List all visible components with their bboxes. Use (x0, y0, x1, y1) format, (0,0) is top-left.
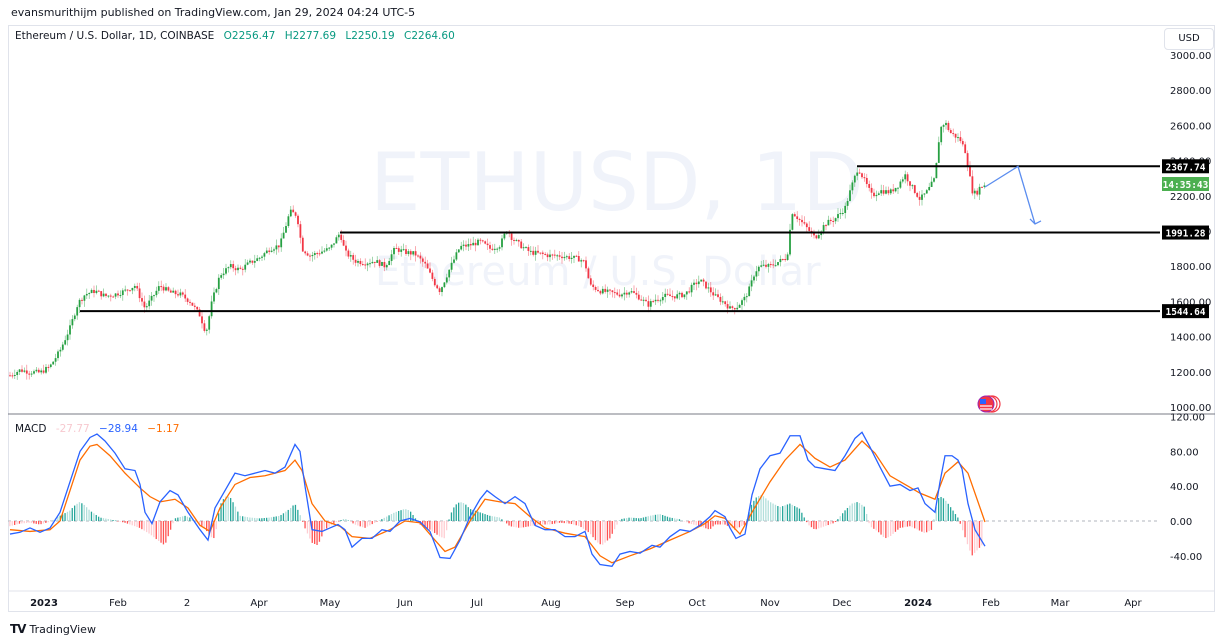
projection-drawing[interactable] (984, 165, 1042, 225)
time-tick: 2023 (30, 598, 58, 609)
time-tick: Sep (616, 598, 635, 609)
macd-title[interactable]: MACD (15, 423, 47, 435)
svg-text:1991.28: 1991.28 (1165, 229, 1205, 240)
macd-legend: MACD -27.77 −28.94 −1.17 (15, 423, 179, 435)
time-tick: Nov (760, 598, 780, 609)
open-value: O2256.47 (223, 30, 276, 42)
symbol-description[interactable]: Ethereum / U.S. Dollar, 1D, COINBASE (15, 30, 215, 42)
series-legend: Ethereum / U.S. Dollar, 1D, COINBASE O22… (15, 30, 461, 42)
time-tick: Apr (1124, 598, 1142, 609)
watermark-symbol: ETHUSD, 1D (370, 136, 864, 229)
time-tick: Jun (396, 598, 413, 609)
tradingview-logo[interactable]: TV TradingView (10, 622, 96, 636)
macd-signal-value: −1.17 (147, 423, 180, 435)
bar-countdown-tag (1162, 177, 1209, 191)
price-tick: 3000.00 (1170, 51, 1211, 62)
macd-line (9, 431, 986, 567)
price-tick: 2200.00 (1170, 192, 1211, 203)
horizontal-levels[interactable] (80, 165, 1160, 313)
arrow-down-icon (1029, 218, 1042, 225)
time-tick: May (320, 598, 341, 609)
time-tick: Feb (109, 598, 127, 609)
price-tick: 1000.00 (1170, 403, 1211, 414)
time-tick: Dec (832, 598, 851, 609)
time-tick: Apr (250, 598, 268, 609)
close-value: C2264.60 (404, 30, 455, 42)
macd-line-value: −28.94 (99, 423, 138, 435)
publisher-caption: evansmurithijm published on TradingView.… (11, 6, 416, 19)
support-price-tag (1162, 304, 1209, 319)
svg-text:14:35:43: 14:35:43 (1163, 180, 1209, 191)
mid-level-price-tag (1162, 225, 1209, 240)
price-tick: 2800.00 (1170, 86, 1211, 97)
macd-tick: 120.00 (1170, 413, 1205, 424)
macd-tick: -40.00 (1170, 552, 1202, 563)
price-tags: 2367.74 14:35:43 1991.28 1544.64 (1162, 159, 1209, 319)
macd-tick: 80.00 (1170, 447, 1199, 458)
time-tick: Feb (982, 598, 1000, 609)
high-value: H2277.69 (284, 30, 337, 42)
time-tick: Aug (541, 598, 561, 609)
macd-signal-line (9, 440, 986, 564)
time-tick: Jul (470, 598, 483, 609)
svg-text:2367.74: 2367.74 (1165, 162, 1205, 173)
time-tick: 2024 (904, 598, 932, 609)
chart-frame (8, 25, 1215, 612)
currency-button[interactable]: USD (1164, 28, 1214, 50)
time-tick: 2 (184, 598, 190, 609)
time-axis[interactable]: 2023 Feb 2 Apr May Jun Jul Aug Sep Oct Nov Dec 2024 F… (30, 598, 1142, 609)
price-tick: 1600.00 (1170, 297, 1211, 308)
svg-text:1544.64: 1544.64 (1165, 307, 1205, 318)
low-value: L2250.19 (345, 30, 395, 42)
price-tick: 1400.00 (1170, 333, 1211, 344)
tradingview-logo-icon: TV (10, 622, 27, 636)
macd-histogram-value: -27.77 (55, 423, 90, 435)
price-tick: 1200.00 (1170, 368, 1211, 379)
symbol-watermark: ETHUSD, 1D Ethereum / U.S. Dollar (370, 136, 864, 295)
time-tick: Mar (1051, 598, 1071, 609)
macd-histogram (9, 495, 983, 556)
macd-tick: 0.00 (1170, 517, 1192, 528)
resistance-price-tag (1162, 159, 1209, 174)
tradingview-brand: TradingView (29, 622, 96, 636)
price-tick: 2600.00 (1170, 121, 1211, 132)
ohlc-values: O2256.47 H2277.69 L2250.19 C2264.60 (224, 30, 461, 42)
price-tick: 1800.00 (1170, 262, 1211, 273)
time-tick: Oct (688, 598, 705, 609)
economic-events-icon[interactable] (977, 395, 1001, 413)
macd-tick: 40.00 (1170, 482, 1199, 493)
macd-axis[interactable]: 120.00 80.00 40.00 0.00 -40.00 (1170, 413, 1205, 563)
